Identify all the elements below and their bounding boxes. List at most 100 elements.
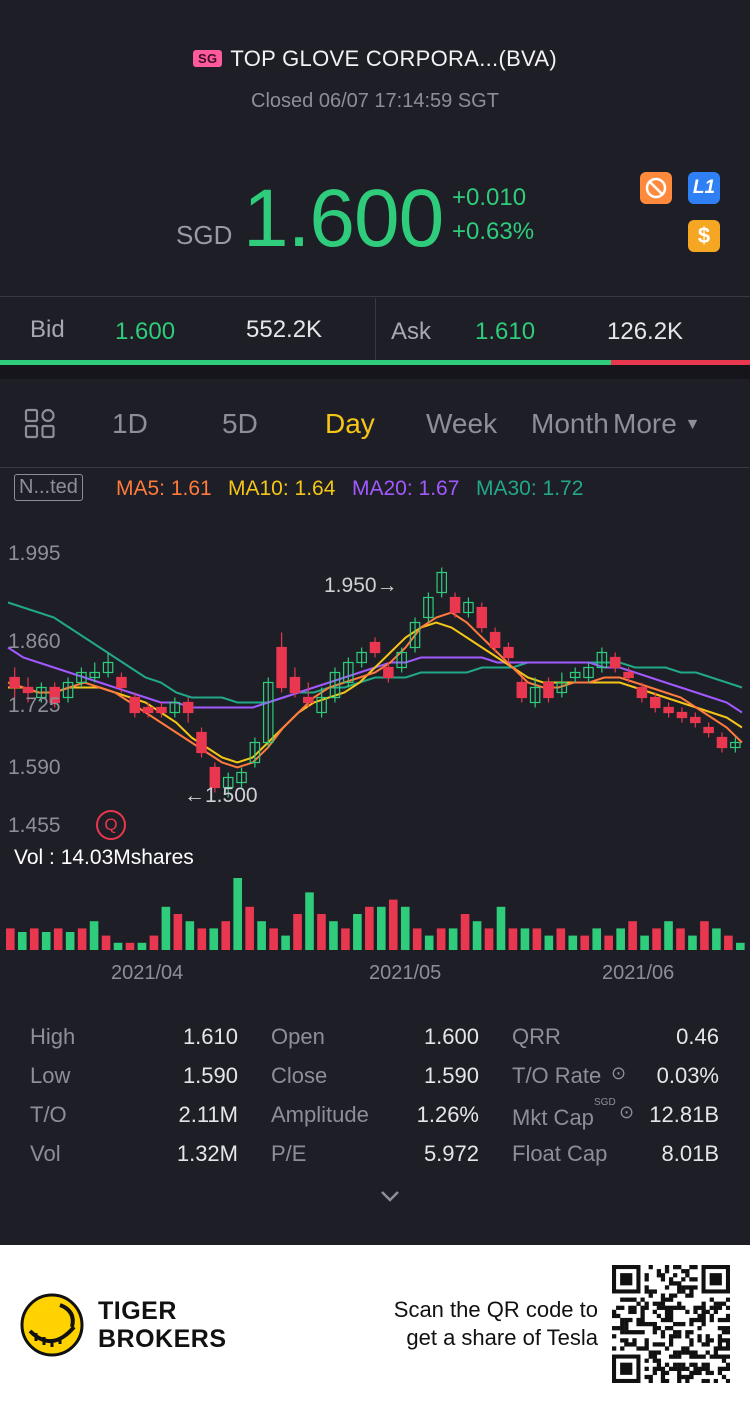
info-icon[interactable]: ⊙ [611, 1063, 627, 1083]
candle-down [489, 631, 501, 649]
qr-module [656, 1305, 662, 1310]
ma5-line [7, 611, 743, 769]
qr-module [705, 1338, 710, 1343]
qr-module [644, 1305, 649, 1310]
expand-chevron-icon[interactable] [378, 1188, 402, 1209]
qr-module [725, 1346, 730, 1351]
tab-1d[interactable]: 1D [112, 408, 148, 439]
qr-module [721, 1338, 727, 1343]
candle-down [116, 676, 127, 689]
volume-bar [484, 928, 494, 950]
candle-down [142, 706, 154, 714]
qr-module [677, 1305, 682, 1310]
qr-module [689, 1338, 694, 1343]
qr-module [660, 1334, 666, 1339]
qr-module [689, 1370, 694, 1376]
volume-bar [149, 935, 159, 950]
grid-menu-icon[interactable] [24, 408, 56, 445]
candle-down [383, 666, 394, 679]
qr-module [677, 1281, 682, 1286]
volume-bar [460, 914, 470, 950]
q-event-icon[interactable]: Q [96, 810, 126, 840]
qr-module [640, 1309, 645, 1315]
volume-bar [6, 928, 15, 950]
volume-bar [317, 914, 326, 950]
qr-code[interactable] [612, 1265, 730, 1383]
candle-up [409, 621, 421, 649]
qr-module [705, 1342, 710, 1347]
qr-module [681, 1362, 686, 1367]
candle-up [222, 776, 234, 789]
stock-title: SG TOP GLOVE CORPORA...(BVA) [0, 46, 750, 72]
candle-up [730, 741, 741, 749]
qr-module [640, 1313, 645, 1319]
candle-down [156, 706, 167, 714]
no-short-icon[interactable] [640, 172, 672, 204]
qr-module [721, 1366, 727, 1371]
candle-up [396, 651, 407, 669]
candle-up [236, 771, 247, 784]
stat-value: 0.46 [676, 1024, 719, 1049]
qr-module [681, 1321, 686, 1327]
bid-label: Bid [30, 316, 65, 343]
price-chart-svg [7, 567, 743, 798]
candle-down [476, 606, 488, 629]
qr-module [644, 1289, 649, 1294]
qr-module [677, 1370, 682, 1376]
info-icon[interactable]: ⊙ [619, 1102, 635, 1122]
volume-bar [568, 935, 578, 950]
high-annotation: 1.950→ [324, 574, 398, 597]
candlestick-chart[interactable]: 1.995 1.860 1.725 1.590 1.455 1.950→ ←1.… [0, 520, 750, 850]
tab-week[interactable]: Week [426, 408, 498, 439]
candle-up [62, 681, 74, 699]
volume-bar [580, 935, 590, 950]
qr-module [664, 1305, 670, 1310]
stat-value: 0.03% [656, 1063, 719, 1088]
qr-module [660, 1342, 666, 1347]
qr-module [644, 1346, 649, 1351]
qr-module [677, 1334, 682, 1339]
qr-finder [612, 1354, 641, 1383]
qr-module [725, 1338, 730, 1343]
qr-module [620, 1346, 625, 1351]
qr-module [664, 1313, 670, 1319]
qr-module [697, 1338, 702, 1343]
order-book: Bid 1.600 552.2K Ask 1.610 126.2K [0, 298, 750, 360]
dollar-icon[interactable]: $ [688, 220, 720, 252]
qr-module [624, 1326, 629, 1331]
ma-legend: N...ted MA5: 1.61 MA10: 1.64 MA20: 1.67 … [0, 474, 750, 504]
stat-label: Open [271, 1024, 325, 1049]
qr-module [681, 1374, 686, 1380]
qr-module [689, 1293, 694, 1298]
tab-month[interactable]: Month [531, 408, 609, 439]
volume-bar [388, 899, 398, 950]
qr-module [717, 1301, 723, 1306]
tab-day[interactable]: Day [325, 408, 375, 439]
qr-module [701, 1305, 706, 1310]
ma5-value: MA5: 1.61 [116, 477, 212, 500]
level1-icon[interactable]: L1 [688, 172, 720, 204]
indicator-selector[interactable]: N...ted [14, 474, 83, 501]
candle-down [369, 641, 381, 654]
qr-module [681, 1366, 686, 1371]
qr-module [620, 1330, 625, 1335]
candle-down [129, 696, 141, 714]
tab-more[interactable]: More ▼ [613, 408, 700, 440]
volume-bar [448, 928, 458, 950]
qr-module [644, 1338, 649, 1343]
qr-module [725, 1317, 730, 1323]
qr-module [664, 1317, 670, 1323]
qr-module [717, 1366, 723, 1371]
qr-module [721, 1346, 727, 1351]
qr-module [689, 1354, 694, 1359]
qr-module [652, 1326, 657, 1331]
qr-module [701, 1317, 706, 1323]
qr-module [721, 1301, 727, 1306]
qr-module [664, 1362, 670, 1367]
qr-module [660, 1273, 666, 1278]
qr-module [660, 1378, 666, 1383]
tab-5d[interactable]: 5D [222, 408, 258, 439]
qr-module [648, 1350, 653, 1355]
candle-down [623, 671, 634, 679]
qr-module [640, 1317, 645, 1323]
